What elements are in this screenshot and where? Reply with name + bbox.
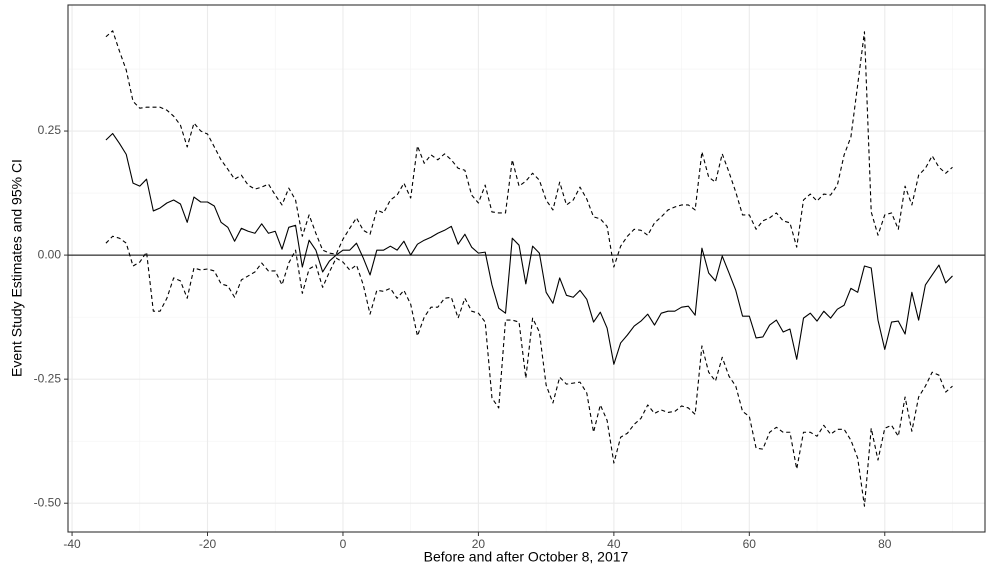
x-axis-title: Before and after October 8, 2017 bbox=[424, 549, 629, 565]
estimate-line bbox=[105, 132, 953, 365]
x-tick-label: -20 bbox=[199, 537, 217, 551]
y-tick-label: 0.25 bbox=[38, 123, 62, 137]
x-tick-label: -40 bbox=[63, 537, 81, 551]
ci-line bbox=[105, 235, 953, 507]
ci-line bbox=[105, 30, 953, 268]
x-tick-label: 40 bbox=[607, 537, 621, 551]
panel-border bbox=[67, 4, 986, 533]
y-tick-label: 0.00 bbox=[38, 247, 62, 261]
x-tick-label: 0 bbox=[340, 537, 347, 551]
y-tick-label: -0.25 bbox=[34, 371, 62, 385]
y-axis-title: Event Study Estimates and 95% CI bbox=[9, 159, 25, 377]
x-tick-label: 20 bbox=[472, 537, 486, 551]
x-tick-label: 60 bbox=[743, 537, 757, 551]
x-tick-label: 80 bbox=[878, 537, 892, 551]
y-tick-label: -0.50 bbox=[34, 495, 62, 509]
